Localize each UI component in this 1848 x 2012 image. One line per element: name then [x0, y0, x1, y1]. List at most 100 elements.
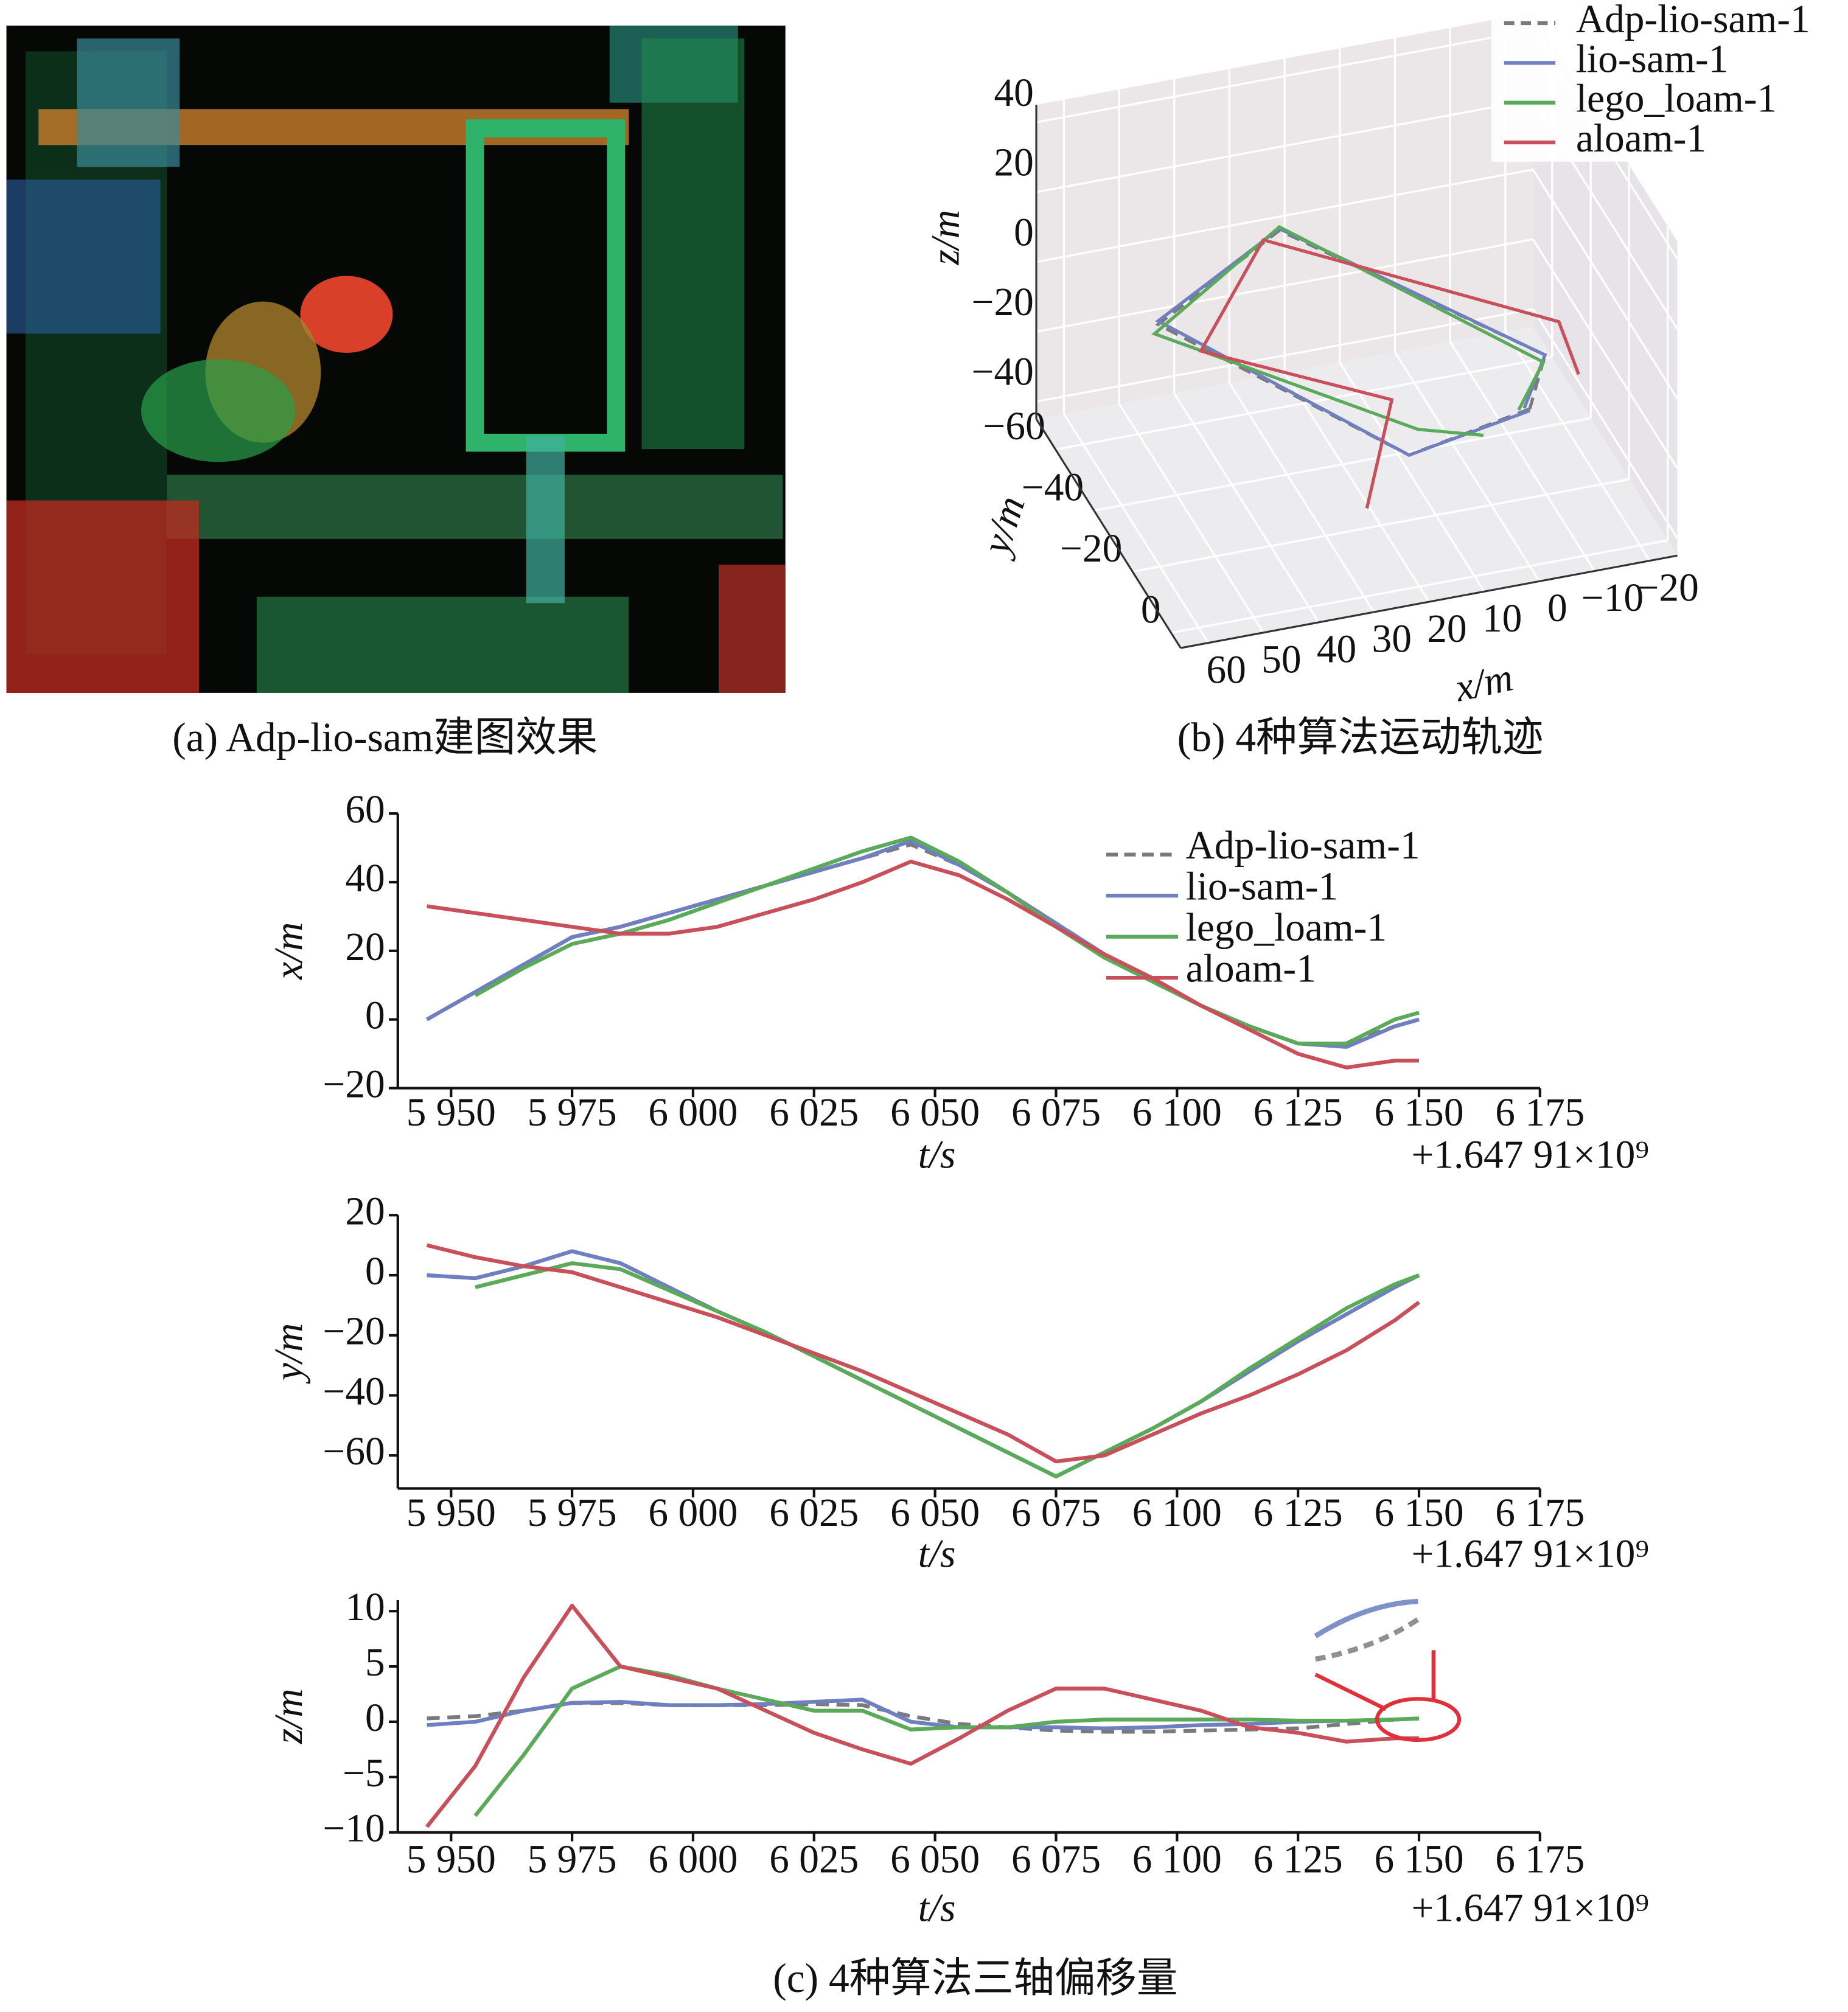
grid-line [1062, 413, 1210, 644]
x-tick-label: 6 025 [769, 1837, 859, 1881]
z-axis-label: z/m [924, 210, 968, 266]
x-tick-label: 30 [1372, 618, 1412, 661]
grid-line [1055, 356, 1553, 451]
x-tick-label: −20 [1637, 566, 1699, 610]
x-tick-label: 6 100 [1132, 1837, 1222, 1881]
x-tick-label: 6 050 [890, 1091, 980, 1135]
grid-line [1036, 168, 1533, 263]
x-tick-label: 6 100 [1132, 1491, 1222, 1535]
x-tick-label: 6 175 [1495, 1091, 1585, 1135]
y-tick-label: 0 [365, 1696, 385, 1740]
grid-line [1532, 238, 1678, 469]
x-tick-label: 5 950 [406, 1091, 496, 1135]
series-line [425, 1603, 1419, 1828]
zoom-annotation [1314, 1598, 1462, 1742]
offset-text: +1.647 91×10⁹ [1411, 1133, 1649, 1177]
y-tick-label: −40 [1022, 466, 1084, 510]
x-tick-label: 6 150 [1374, 1837, 1463, 1881]
y-tick-label: 40 [345, 857, 385, 900]
caption: (a) Adp-lio-sam建图效果 [172, 715, 598, 761]
x-axis-label: x/m [1451, 655, 1516, 710]
x-tick-label: 6 075 [1011, 1091, 1101, 1135]
map-region [6, 500, 199, 693]
x-axis-label: t/s [918, 1133, 956, 1177]
x-tick-label: 0 [1547, 587, 1567, 630]
grid-line [1036, 308, 1533, 403]
x-tick-label: −10 [1581, 576, 1644, 620]
x-tick-label: 6 125 [1254, 1837, 1343, 1881]
legend-label: aloam-1 [1186, 947, 1316, 991]
grid-line [1339, 361, 1485, 593]
y-tick-label: 10 [345, 1586, 385, 1629]
caption: (c) 4种算法三轴偏移量 [773, 1955, 1177, 2001]
y-axis-label: y/m [267, 1323, 311, 1384]
series-line [427, 1249, 1420, 1478]
z-tick-label: −20 [972, 280, 1034, 324]
y-axis-label: y/m [973, 491, 1033, 563]
axis-line [1180, 554, 1678, 649]
x-tick-label: 6 000 [648, 1091, 737, 1135]
x-tick-label: 6 050 [890, 1837, 980, 1881]
x-tick-label: 6 100 [1132, 1091, 1222, 1135]
x-tick-label: 50 [1261, 638, 1301, 681]
z-tick-label: 0 [1014, 211, 1034, 254]
x-axis-label: t/s [918, 1886, 956, 1930]
grid-line [1036, 29, 1533, 124]
trajectory [1198, 238, 1580, 509]
legend-label: Adp-lio-sam-1 [1576, 0, 1810, 41]
y-tick-label: 5 [365, 1641, 385, 1685]
offset-text: +1.647 91×10⁹ [1411, 1532, 1649, 1576]
series-line [427, 1249, 1420, 1478]
grid-line [1283, 372, 1430, 603]
z-tick-label: −40 [972, 350, 1034, 394]
x-tick-label: 6 025 [769, 1091, 859, 1135]
series-line [427, 859, 1419, 1070]
y-tick-label: 0 [365, 1250, 385, 1293]
x-tick-label: 5 950 [406, 1837, 496, 1881]
y-axis-label: x/m [267, 922, 311, 980]
grid-line [1036, 238, 1533, 333]
series-line [427, 1697, 1420, 1731]
grid-line [1118, 403, 1264, 633]
legend-label: lio-sam-1 [1576, 37, 1729, 81]
y-tick-label: −60 [983, 405, 1045, 448]
grid-line [1229, 382, 1375, 613]
x-axis-label: t/s [918, 1532, 956, 1576]
map-road [167, 475, 783, 539]
y-tick-label: −10 [323, 1807, 385, 1851]
x-tick-label: 5 950 [406, 1491, 496, 1535]
grid-line [1036, 99, 1533, 193]
x-tick-label: 6 125 [1254, 1091, 1343, 1135]
y-tick-label: 0 [365, 994, 385, 1038]
caption: (b) 4种算法运动轨迹 [1177, 715, 1544, 761]
x-tick-label: 5 975 [528, 1837, 617, 1881]
series-line [473, 1664, 1420, 1817]
x-tick-label: 6 075 [1011, 1837, 1101, 1881]
map-region [6, 179, 161, 334]
x-tick-label: 6 150 [1374, 1091, 1463, 1135]
legend-box [1491, 0, 1848, 162]
map-region [256, 596, 629, 693]
map-wall [526, 436, 565, 604]
grid-line [1504, 331, 1651, 562]
grid-line [1171, 539, 1668, 634]
legend-label: lego_loam-1 [1576, 77, 1777, 121]
y-tick-label: −20 [323, 1062, 385, 1106]
legend-label: aloam-1 [1576, 117, 1706, 161]
grid-line [1093, 417, 1591, 512]
map-region [77, 38, 180, 167]
grid-line [1173, 392, 1320, 623]
legend-label: lego_loam-1 [1186, 906, 1387, 950]
x-tick-label: 6 150 [1374, 1491, 1463, 1535]
y-tick-label: 0 [1141, 588, 1161, 632]
map-tree [141, 359, 296, 462]
map-region [641, 38, 745, 450]
z-tick-label: 20 [994, 141, 1033, 185]
y-tick-label: 20 [345, 925, 385, 969]
legend-label: Adp-lio-sam-1 [1186, 824, 1420, 868]
zoom-circle [1375, 1697, 1462, 1742]
x-tick-label: 6 175 [1495, 1837, 1585, 1881]
y-tick-label: −5 [343, 1752, 385, 1795]
